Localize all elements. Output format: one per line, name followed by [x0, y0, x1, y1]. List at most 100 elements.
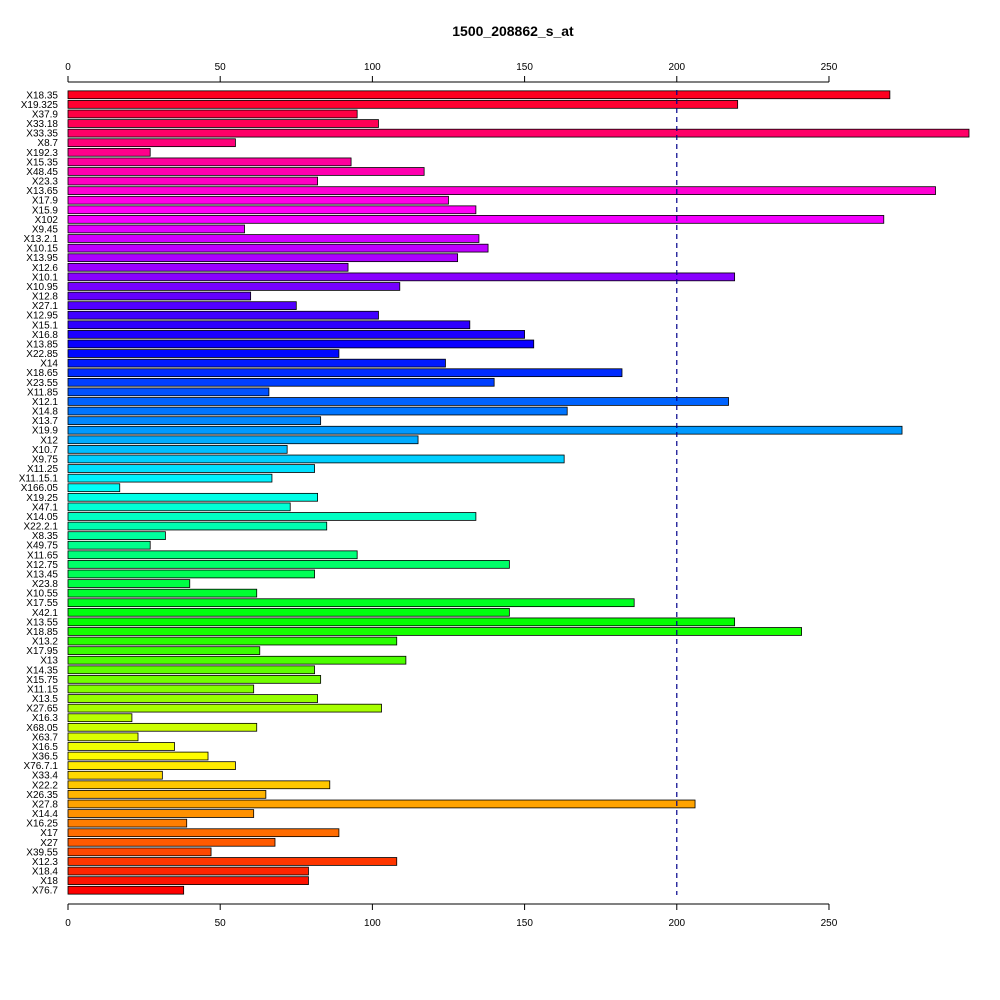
bar-X14.8 — [67, 406, 568, 416]
category-labels-layer: X18.35X19.325X37.9X33.18X33.35X8.7X192.3… — [19, 90, 59, 896]
bar-X10.55 — [67, 588, 258, 598]
bar-X42.1 — [67, 607, 510, 617]
bar-X13.85 — [67, 339, 535, 349]
category-label: X12.6 — [32, 263, 59, 274]
bars-layer — [67, 90, 970, 895]
category-label: X19.325 — [21, 100, 59, 111]
category-label: X16.5 — [32, 742, 59, 753]
bar-X12.1 — [67, 397, 729, 406]
category-label: X11.65 — [27, 550, 58, 561]
bar-X37.9 — [67, 109, 358, 119]
category-label: X14.8 — [32, 407, 59, 418]
bar-X12.8 — [67, 291, 252, 301]
category-label: X10.55 — [26, 589, 58, 600]
category-label: X18 — [40, 876, 58, 887]
tick-label-top: 50 — [215, 62, 227, 73]
x-axis-top: 0 50 100 150 200 250 — [65, 62, 838, 83]
category-label: X166.05 — [21, 483, 59, 494]
bar-X27.8 — [67, 799, 696, 809]
category-label: X13.7 — [32, 416, 59, 427]
category-label: X13.2 — [32, 637, 59, 648]
category-label: X37.9 — [32, 109, 59, 120]
bar-X76.7.1 — [67, 761, 236, 770]
bar-X15.75 — [67, 675, 322, 684]
category-label: X102 — [35, 215, 59, 226]
tick-label-top: 150 — [516, 62, 533, 73]
category-label: X22.85 — [26, 349, 58, 360]
chart-title: 1500_208862_s_at — [452, 23, 574, 39]
category-label: X19.25 — [26, 493, 58, 504]
bar-X16.25 — [67, 818, 188, 828]
tick-label-bottom: 0 — [65, 918, 71, 929]
bar-X23.3 — [67, 176, 319, 186]
category-label: X14 — [40, 359, 58, 370]
category-label: X16.25 — [26, 819, 58, 830]
bar-X13.55 — [67, 617, 736, 627]
category-label: X17.55 — [26, 598, 58, 609]
category-label: X23.3 — [32, 177, 59, 188]
category-label: X9.75 — [32, 454, 59, 465]
x-axis-bottom: 0 50 100 150 200 250 — [65, 903, 838, 929]
bar-X11.85 — [67, 387, 270, 397]
category-label: X17.9 — [32, 196, 59, 207]
category-label: X16.3 — [32, 713, 59, 724]
bar-X192.3 — [67, 147, 151, 157]
category-label: X12.8 — [32, 292, 59, 303]
bar-X18.85 — [67, 627, 802, 636]
category-label: X13.5 — [32, 694, 59, 705]
bar-X13.2.1 — [67, 234, 480, 243]
bar-X10.15 — [67, 243, 489, 253]
category-label: X26.35 — [26, 790, 58, 801]
bar-X166.05 — [67, 483, 121, 493]
bar-X19.9 — [67, 425, 903, 435]
bar-X14.4 — [67, 809, 255, 818]
tick-label-bottom: 200 — [668, 918, 685, 929]
bar-X15.1 — [67, 320, 471, 330]
bar-X13.65 — [67, 186, 936, 195]
category-label: X13.55 — [26, 617, 58, 628]
bar-X22.85 — [67, 349, 340, 358]
category-label: X23.8 — [32, 579, 59, 590]
category-label: X14.35 — [26, 665, 58, 676]
bar-X15.35 — [67, 157, 352, 167]
bar-X17.55 — [67, 598, 635, 608]
bar-X11.15.1 — [67, 473, 273, 483]
bar-X23.8 — [67, 579, 191, 588]
bar-X27.1 — [67, 301, 297, 310]
bar-X17 — [67, 828, 340, 838]
bar-X26.35 — [67, 790, 267, 799]
category-label: X12.95 — [26, 311, 58, 322]
category-label: X16.8 — [32, 330, 59, 341]
category-label: X11.25 — [27, 464, 58, 475]
category-label: X17.95 — [26, 646, 58, 657]
bar-X13.2 — [67, 636, 398, 646]
category-label: X36.5 — [32, 752, 59, 763]
bar-X16.5 — [67, 742, 175, 751]
category-label: X76.7 — [32, 886, 59, 897]
bar-X12.3 — [67, 857, 398, 866]
bar-X11.65 — [67, 550, 358, 560]
bar-X27 — [67, 837, 276, 847]
category-label: X13 — [40, 656, 58, 667]
category-label: X15.9 — [32, 205, 59, 216]
category-label: X15.1 — [32, 320, 59, 331]
category-label: X18.4 — [32, 867, 59, 878]
bar-X18.65 — [67, 368, 623, 378]
bar-X8.35 — [67, 531, 166, 540]
category-label: X15.35 — [26, 157, 58, 168]
bar-X13.95 — [67, 253, 459, 263]
bar-X18.35 — [67, 90, 891, 100]
bar-X12.95 — [67, 310, 379, 320]
bar-X39.55 — [67, 847, 212, 857]
category-label: X192.3 — [26, 148, 58, 159]
category-label: X13.95 — [26, 253, 58, 264]
category-label: X63.7 — [32, 732, 59, 743]
tick-label-top: 200 — [668, 62, 685, 73]
category-label: X12.1 — [32, 397, 59, 408]
bar-X14 — [67, 358, 446, 368]
bar-X17.95 — [67, 646, 261, 655]
category-label: X12.75 — [26, 560, 58, 571]
bar-X13.45 — [67, 569, 315, 579]
bar-X16.8 — [67, 330, 525, 339]
